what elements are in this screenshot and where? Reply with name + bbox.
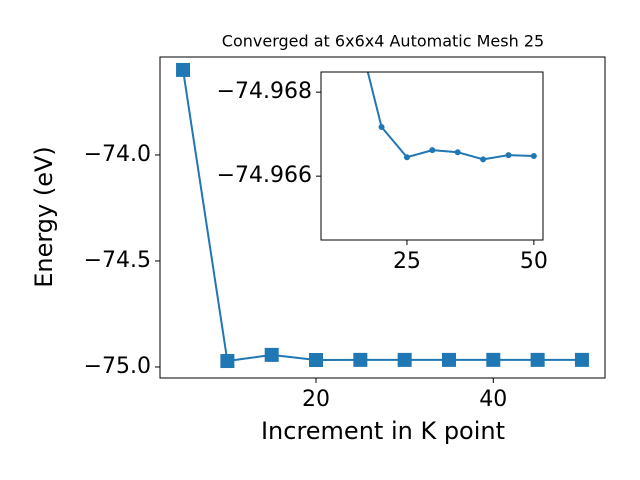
data-point: [486, 352, 501, 367]
y-axis-label: Energy (eV): [30, 146, 58, 288]
x-tick-label: 25: [393, 249, 421, 274]
x-tick-label: 20: [302, 387, 330, 412]
series-line: [366, 72, 534, 161]
data-point: [176, 62, 191, 77]
data-point: [441, 352, 456, 367]
y-tick-label: −74.5: [84, 248, 151, 273]
data-point: [530, 153, 537, 159]
x-tick-label: 50: [520, 249, 548, 274]
data-point: [378, 124, 385, 131]
y-tick-label: −74.968: [217, 79, 312, 104]
y-tick-label: −75.0: [84, 354, 151, 379]
data-point: [309, 353, 324, 368]
x-axis-label: Increment in K point: [261, 417, 505, 445]
axes-frame: [159, 56, 606, 379]
data-point: [403, 154, 410, 161]
data-point: [264, 347, 279, 362]
x-tick-label: 40: [479, 387, 507, 412]
chart-title: Converged at 6x6x4 Automatic Mesh 25: [222, 32, 544, 51]
data-point: [480, 156, 487, 163]
data-point: [530, 352, 545, 367]
data-point: [220, 354, 235, 369]
y-tick-label: −74.966: [217, 163, 312, 188]
data-point: [574, 352, 589, 367]
data-point: [429, 147, 436, 154]
data-point: [397, 352, 412, 367]
data-point: [505, 152, 512, 159]
y-tick-label: −74.0: [84, 142, 151, 167]
axes-frame: [320, 71, 544, 241]
data-point: [353, 352, 368, 367]
series-line: [182, 69, 582, 363]
data-point: [454, 149, 461, 156]
